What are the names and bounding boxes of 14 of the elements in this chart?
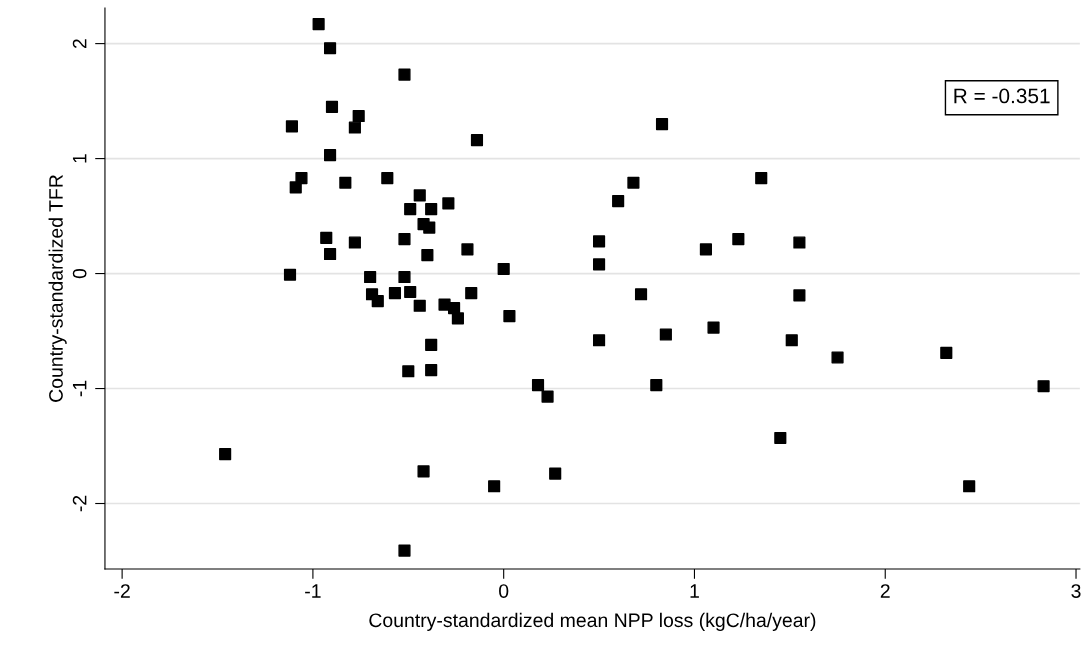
y-tick-label: -2 xyxy=(72,495,87,512)
annotation: R = -0.351 xyxy=(954,88,1050,104)
x-axis-title: Country-standardized mean NPP loss (kgC/ha/year) xyxy=(369,612,816,631)
x-tick-label: -1 xyxy=(305,584,321,598)
y-axis-title: Country-standardized TFR xyxy=(48,175,67,402)
x-tick-label: 3 xyxy=(1071,584,1081,598)
y-tick-label: 1 xyxy=(72,154,87,163)
x-tick-label: 2 xyxy=(880,584,890,598)
x-tick-label: -2 xyxy=(114,584,130,598)
x-tick-label: 1 xyxy=(690,584,699,598)
x-tick-label: 0 xyxy=(499,584,509,598)
y-tick-label: 0 xyxy=(72,268,87,279)
y-tick-label: -1 xyxy=(72,380,87,397)
y-tick-label: 2 xyxy=(72,39,87,49)
